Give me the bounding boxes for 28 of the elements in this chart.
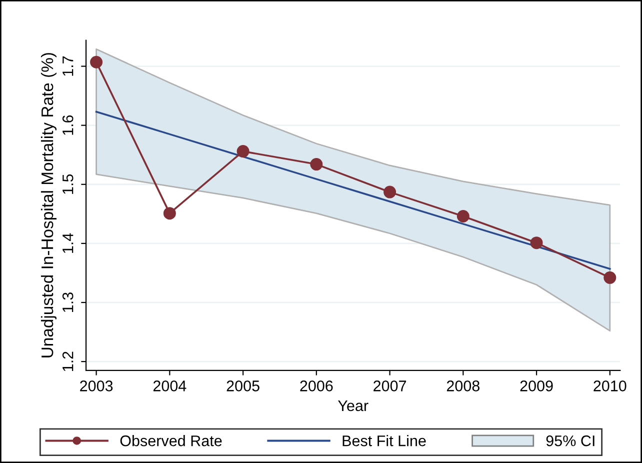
point: [456, 210, 470, 223]
x-tick-label: 2010: [594, 380, 626, 392]
y-tick-label: 1.2: [62, 352, 74, 371]
point: [384, 186, 396, 198]
y-axis-title: Unadjusted In-Hospital Mortality Rate (%): [40, 53, 57, 358]
point: [90, 56, 103, 68]
legend-label: Observed Rate: [120, 435, 222, 446]
point: [604, 271, 616, 284]
text: 95% CI: [546, 435, 594, 446]
point: [310, 158, 323, 171]
x-tick-label: 2004: [153, 380, 186, 392]
point: [530, 236, 543, 250]
x-tick-label: 2008: [446, 380, 480, 392]
x-tick-label: 2003: [80, 380, 113, 392]
x-tick-label: 2005: [226, 380, 260, 392]
legend-label: Best Fit Line: [342, 435, 426, 446]
x-tick-label: 2007: [374, 380, 406, 392]
point: [236, 145, 250, 158]
line-series: [95, 110, 611, 270]
y-tick-label: 1.3: [62, 292, 74, 312]
x-tick-label: 2009: [520, 380, 553, 392]
point: [163, 207, 176, 220]
y-tick-label: 1.4: [62, 233, 74, 253]
y-tick-label: 1.7: [62, 56, 74, 76]
y-tick-label: 1.5: [62, 174, 74, 194]
x-tick-label: 2006: [300, 380, 333, 392]
y-tick-label: 1.6: [62, 115, 74, 135]
x-axis-title: Year: [338, 400, 368, 412]
